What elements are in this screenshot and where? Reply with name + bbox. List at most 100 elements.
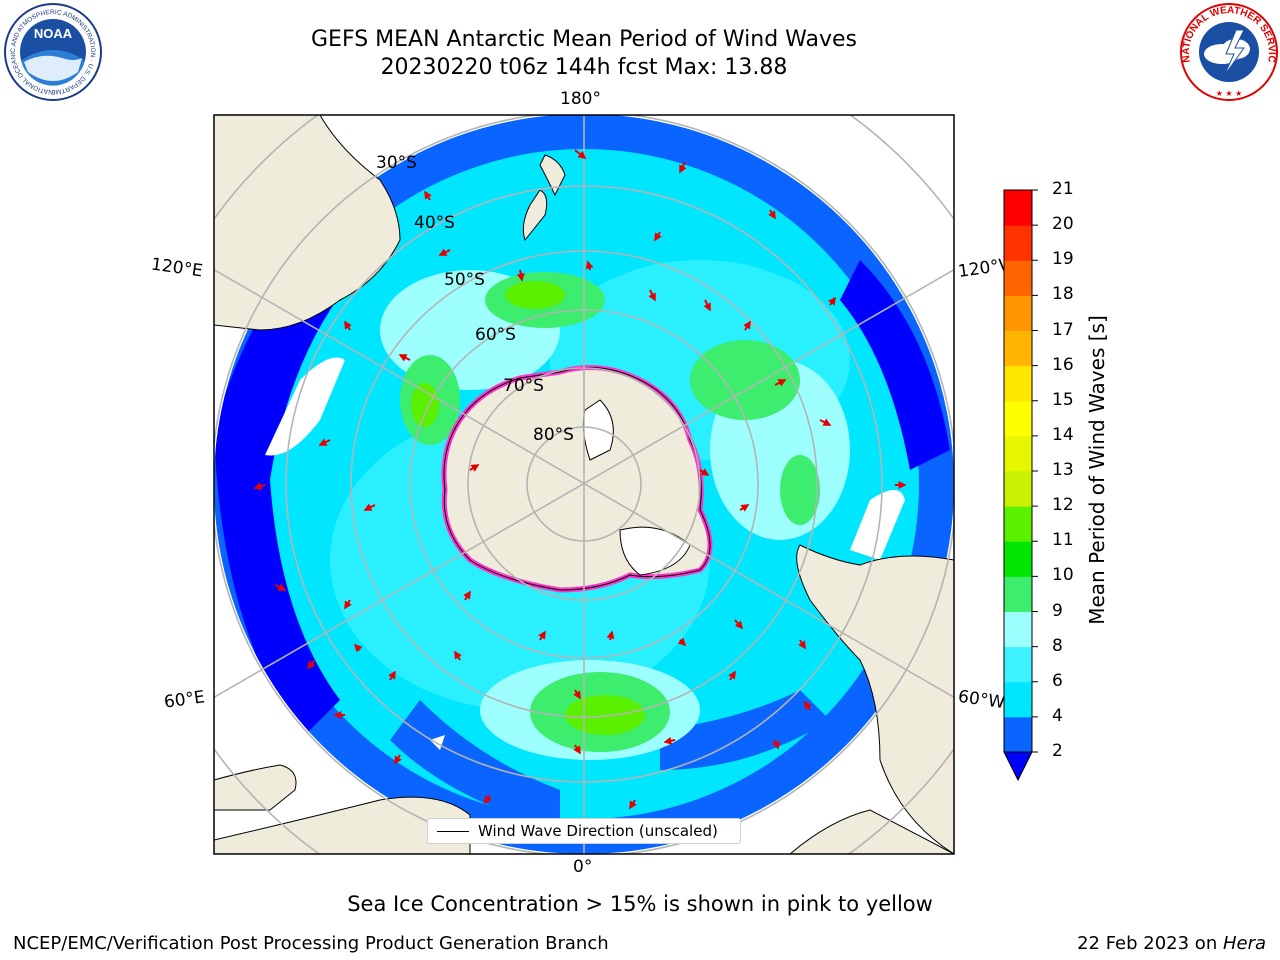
vector-arrow — [469, 464, 480, 472]
colorbar-box — [1004, 576, 1032, 612]
vector-arrow — [574, 149, 587, 159]
colorbar-tick-label: 14 — [1052, 424, 1074, 445]
vector-arrow — [654, 231, 662, 242]
colorbar-extend-min — [1003, 751, 1033, 782]
colorbar-tick-label: 4 — [1052, 705, 1063, 726]
map-legend: Wind Wave Direction (unscaled) — [427, 818, 741, 844]
noaa-logo-text: NOAA — [34, 26, 73, 41]
colorbar-tick-label: 19 — [1052, 249, 1074, 270]
machine-name: Hera — [1222, 933, 1266, 954]
vector-arrow — [274, 583, 287, 591]
colorbar-box — [1004, 506, 1032, 542]
vector-arrow — [573, 689, 581, 700]
colorbar-box — [1004, 260, 1032, 296]
vector-arrow — [585, 260, 594, 271]
vector-arrow — [734, 619, 744, 630]
vector-arrow — [677, 637, 687, 647]
vector-arrow — [679, 161, 687, 174]
chart-subtitle: 20230220 t06z 144h fcst Max: 13.88 — [380, 55, 788, 80]
run-date-text: 22 Feb 2023 on — [1077, 933, 1223, 954]
lon-label-0: 0° — [573, 857, 593, 877]
vector-arrow — [606, 630, 615, 641]
vector-arrow — [344, 320, 352, 331]
lat-label-80s: 80°S — [533, 425, 574, 445]
colorbar-tick-label: 15 — [1052, 389, 1074, 410]
vector-arrow — [772, 739, 780, 750]
colorbar-tick-label: 21 — [1052, 179, 1074, 199]
vector-arrow — [253, 482, 266, 490]
colorbar-tick-label: 10 — [1052, 565, 1074, 586]
colorbar-tick-label: 16 — [1052, 354, 1074, 375]
vector-arrow — [353, 643, 363, 653]
vector-arrow — [398, 354, 411, 362]
colorbar-box — [1004, 471, 1032, 507]
wind-wave-vectors — [253, 149, 907, 810]
colorbar-tick-label: 13 — [1052, 460, 1074, 480]
vector-arrow — [699, 468, 710, 476]
vector-arrow — [663, 736, 676, 745]
credit-text: NCEP/EMC/Verification Post Processing Pr… — [13, 933, 609, 954]
vector-arrow — [516, 269, 525, 282]
lat-label-70s: 70°S — [503, 376, 544, 396]
colorbar-tick-label: 11 — [1052, 530, 1074, 551]
vector-arrow — [703, 299, 711, 312]
vector-arrow — [819, 418, 832, 426]
vector-arrow — [828, 296, 836, 306]
colorbar-box — [1004, 681, 1032, 718]
colorbar-box — [1004, 611, 1032, 648]
graticule — [214, 115, 954, 854]
svg-text:★ ★ ★: ★ ★ ★ — [1216, 89, 1243, 98]
lat-label-60s: 60°S — [475, 325, 516, 345]
vector-arrow — [363, 503, 376, 511]
vector-arrow — [538, 630, 546, 641]
vector-arrow — [798, 639, 806, 650]
colorbar-tick-label: 20 — [1052, 214, 1074, 235]
vector-arrow — [728, 670, 736, 681]
vector-arrow — [629, 799, 637, 810]
vector-arrow — [344, 599, 352, 610]
vector-arrow — [648, 289, 656, 302]
noaa-logo: NOAA NATIONAL OCEANIC AND ATMOSPHERIC AD… — [2, 2, 102, 101]
lat-label-40s: 40°S — [414, 213, 455, 233]
vector-arrow — [318, 438, 331, 446]
colorbar-tick-label: 2 — [1052, 741, 1063, 761]
colorbar-box — [1004, 365, 1032, 402]
sea-ice-note: Sea Ice Concentration > 15% is shown in … — [347, 892, 933, 916]
lat-label-30s: 30°S — [376, 153, 417, 173]
colorbar-label: Mean Period of Wind Waves [s] — [1085, 315, 1109, 625]
run-date: 22 Feb 2023 on Hera — [1077, 933, 1266, 954]
vector-arrow — [454, 650, 462, 661]
colorbar-tick-label: 6 — [1052, 670, 1063, 691]
colorbar-tick-label: 8 — [1052, 635, 1063, 656]
map-frame — [213, 114, 955, 855]
vector-arrow — [424, 190, 432, 201]
colorbar-tick-label: 17 — [1052, 319, 1074, 340]
vector-arrow — [484, 794, 492, 805]
legend-label: Wind Wave Direction (unscaled) — [478, 822, 718, 840]
colorbar-box — [1004, 400, 1032, 437]
vector-arrow — [388, 670, 396, 681]
colorbar-tick-label: 12 — [1052, 495, 1074, 516]
legend-line-swatch — [437, 831, 469, 832]
colorbar-box — [1004, 190, 1032, 226]
colorbar-box — [1004, 716, 1032, 753]
colorbar — [1003, 189, 1038, 782]
vector-arrow — [804, 700, 812, 711]
colorbar-tick-label: 9 — [1052, 600, 1063, 621]
colorbar-box — [1004, 646, 1032, 683]
vector-arrow — [306, 659, 316, 670]
colorbar-box — [1004, 541, 1032, 577]
vector-arrow — [768, 209, 776, 220]
lat-label-50s: 50°S — [444, 270, 485, 290]
colorbar-box — [1004, 225, 1032, 261]
chart-title: GEFS MEAN Antarctic Mean Period of Wind … — [311, 27, 857, 52]
colorbar-box — [1004, 295, 1032, 331]
colorbar-box — [1004, 435, 1032, 472]
vector-arrow — [573, 744, 581, 755]
vector-arrow — [394, 754, 402, 765]
vector-arrow — [739, 504, 750, 512]
vector-arrow — [438, 248, 451, 256]
colorbar-tick-label: 18 — [1052, 284, 1074, 305]
national-weather-service-logo: NATIONAL WEATHER SERVICE ★ ★ ★ — [1178, 2, 1278, 101]
